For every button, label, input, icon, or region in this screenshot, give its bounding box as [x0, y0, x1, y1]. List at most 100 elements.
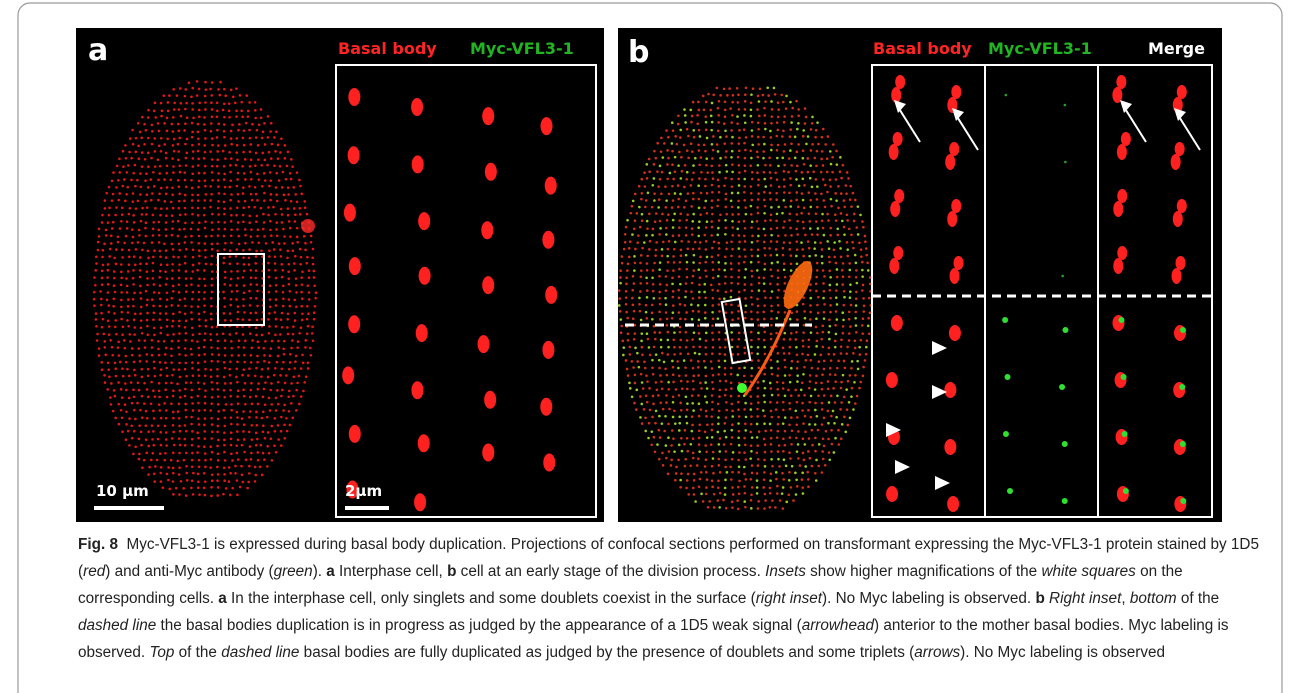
basal-body-dot [192, 248, 195, 251]
basal-body-dot [204, 165, 207, 168]
basal-body-dot [841, 423, 844, 426]
basal-body-dot [699, 241, 702, 244]
basal-body-dot [692, 409, 695, 412]
basal-body-dot [157, 348, 160, 351]
myc-signal [1180, 327, 1186, 333]
basal-body-dot [185, 284, 188, 287]
basal-body-dot [283, 437, 286, 440]
basal-body-dot [235, 368, 238, 371]
basal-body-dot [118, 171, 121, 174]
myc-signal [1064, 104, 1067, 107]
basal-body-dot [298, 403, 301, 406]
basal-body-dot [241, 444, 244, 447]
basal-body-dot [829, 367, 832, 370]
basal-body-dot [315, 291, 318, 294]
basal-body-dot [223, 193, 226, 196]
basal-body-dot [166, 375, 169, 378]
basal-body-dot [271, 143, 274, 146]
basal-body-dot [657, 185, 660, 188]
basal-body-dot [744, 444, 747, 447]
basal-body-dot [830, 395, 833, 398]
basal-body-dot [211, 179, 214, 182]
basal-body-dot [847, 424, 850, 427]
basal-body-dot [669, 172, 672, 175]
basal-body-dot [782, 347, 785, 350]
basal-body-dot [692, 198, 695, 201]
myc-signal [1123, 488, 1129, 494]
basal-body-dot [659, 165, 662, 168]
basal-body-dot [224, 367, 227, 370]
basal-body-dot [136, 179, 139, 182]
basal-body-dot [795, 255, 798, 258]
basal-body-dot [204, 368, 207, 371]
basal-body-dot [619, 282, 622, 285]
basal-body-dot [684, 429, 687, 432]
basal-body-dot [204, 95, 207, 98]
basal-body-dot [756, 479, 759, 482]
basal-body-dot [203, 472, 206, 475]
basal-body-dot [255, 297, 258, 300]
basal-body-dot [203, 123, 206, 126]
basal-body-dot [184, 194, 187, 197]
basal-body-dot [185, 381, 188, 384]
basal-body-dot [698, 450, 701, 453]
basal-body-dot [698, 319, 701, 322]
basal-body-dot [666, 163, 669, 166]
basal-body-dot [184, 354, 187, 357]
basal-body-dot [228, 186, 231, 189]
basal-body-dot [737, 436, 740, 439]
basal-body-dot [256, 361, 259, 364]
basal-body-dot [254, 186, 257, 189]
basal-body-dot [655, 241, 658, 244]
basal-body-dot [855, 226, 858, 229]
basal-body-dot [821, 346, 824, 349]
basal-body-dot [184, 235, 187, 238]
basal-body-dot [730, 296, 733, 299]
basal-body-dot [853, 213, 856, 216]
basal-body-dot [275, 284, 278, 287]
basal-body-dot [134, 418, 137, 421]
basal-body-dot [700, 471, 703, 474]
basal-body-dot [764, 128, 767, 131]
basal-body-dot [236, 452, 239, 455]
basal-body-dot [812, 170, 815, 173]
basal-body-dot [116, 165, 119, 168]
basal-body-dot [730, 373, 733, 376]
basal-body-dot [191, 327, 194, 330]
basal-body-dot [776, 296, 779, 299]
caption-run: bottom [1130, 590, 1177, 607]
basal-body-dot [255, 367, 258, 370]
basal-body-dot [776, 436, 779, 439]
basal-body-dot [640, 373, 643, 376]
basal-body-dot [268, 325, 271, 328]
basal-body-dot [197, 362, 200, 365]
basal-body-dot [197, 214, 200, 217]
basal-body-dot [255, 395, 258, 398]
basal-body-dot [298, 207, 301, 210]
basal-body-dot [835, 199, 838, 202]
basal-body-dot [157, 438, 160, 441]
basal-body-dot [274, 269, 277, 272]
basal-body-dot [147, 368, 150, 371]
basal-body-dot [770, 310, 773, 313]
basal-body-dot [147, 152, 150, 155]
basal-body-dot [230, 298, 233, 301]
basal-body-dot [816, 206, 819, 209]
basal-body-dot [205, 235, 208, 238]
basal-body-dot [704, 269, 707, 272]
basal-body-dot [802, 373, 805, 376]
basal-body-dot [165, 431, 168, 434]
basal-body-dot [862, 317, 865, 320]
basal-body-dot [217, 200, 220, 203]
basal-body-dot [224, 339, 227, 342]
basal-body-dot [152, 410, 155, 413]
basal-body [411, 98, 423, 116]
basal-body-dot [235, 255, 238, 258]
basal-body-dot [197, 347, 200, 350]
basal-body-dot [852, 408, 855, 411]
basal-body-dot [757, 338, 760, 341]
basal-body-dot [172, 88, 175, 91]
basal-body-dot [639, 226, 642, 229]
basal-body-dot [725, 388, 728, 391]
basal-body-dot [679, 303, 682, 306]
